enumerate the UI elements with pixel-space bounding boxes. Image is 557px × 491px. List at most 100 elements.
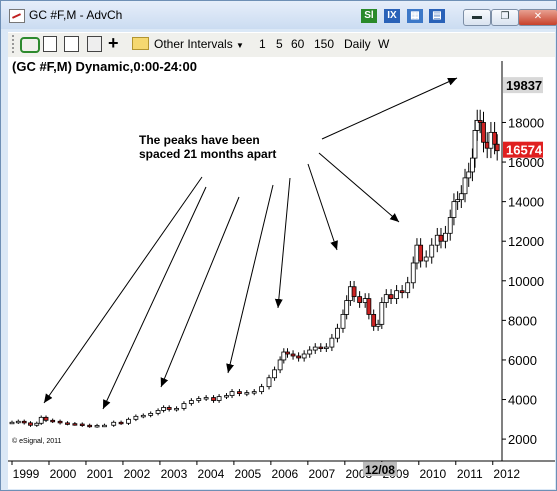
candle-up xyxy=(224,395,229,398)
candle-up xyxy=(344,300,350,315)
chart-app-icon xyxy=(9,9,25,23)
top-price-box xyxy=(503,77,543,94)
candle-up xyxy=(272,369,277,379)
top-price-label: 19837 xyxy=(506,78,542,93)
x-tick-label: 2002 xyxy=(124,467,151,481)
candle-down xyxy=(477,120,483,123)
y-tick-label: 6000 xyxy=(508,353,537,368)
peak-arrow xyxy=(274,177,291,309)
candle-down xyxy=(211,397,216,401)
candle-up xyxy=(472,129,478,159)
peak-arrow xyxy=(307,163,338,251)
candle-up xyxy=(266,377,272,388)
interval-daily[interactable]: Daily xyxy=(344,37,371,51)
candle-down xyxy=(28,422,33,426)
close-button[interactable]: ✕ xyxy=(518,9,557,26)
y-tick-label: 16000 xyxy=(508,155,544,170)
copy-icon[interactable] xyxy=(43,36,57,52)
ix-icon[interactable]: IX xyxy=(384,9,400,23)
candle-up xyxy=(462,177,468,195)
candle-up xyxy=(451,201,457,218)
interval-weekly[interactable]: W xyxy=(378,37,390,51)
sl-icon[interactable]: Sl xyxy=(361,9,377,23)
candle-up xyxy=(410,262,416,284)
annotation-line-1: The peaks have been xyxy=(139,133,260,147)
grid-icon[interactable]: ▦ xyxy=(407,9,423,23)
candle-down xyxy=(87,424,93,428)
restore-button[interactable]: ❐ xyxy=(491,9,519,26)
chart-pane[interactable]: (GC #F,M) Dynamic,0:00-24:00 2000 4000 600… xyxy=(8,57,555,489)
candle-up xyxy=(405,282,411,294)
toolbar: + Other Intervals ▼ 1 5 60 150 Daily W xyxy=(8,32,555,57)
candle-up xyxy=(474,120,480,131)
page-icon[interactable] xyxy=(64,36,79,52)
interval-1[interactable]: 1 xyxy=(259,37,266,51)
candle-down xyxy=(418,244,424,262)
price-chart[interactable]: 2000 4000 6000 8000 10000 12000 14000 16000 1800… xyxy=(8,57,555,489)
candle-up xyxy=(335,327,340,339)
candle-up xyxy=(458,193,464,201)
candle-up xyxy=(470,157,475,173)
candle-up xyxy=(277,359,283,371)
candle-down xyxy=(50,419,56,423)
toolbar-grip[interactable] xyxy=(12,35,16,53)
window-title: GC #F,M - AdvCh xyxy=(29,8,123,22)
y-tick-label: 4000 xyxy=(508,393,537,408)
chart-header: (GC #F,M) Dynamic,0:00-24:00 xyxy=(12,59,197,74)
x-tick-label: 2001 xyxy=(87,467,114,481)
candle-up xyxy=(447,217,453,234)
candle-down xyxy=(43,416,49,421)
add-icon[interactable]: + xyxy=(108,33,119,53)
folder-icon[interactable] xyxy=(132,37,149,50)
candle-up xyxy=(203,397,209,400)
candle-down xyxy=(438,234,444,242)
interval-60[interactable]: 60 xyxy=(291,37,305,51)
candle-down xyxy=(357,296,363,303)
candle-down xyxy=(318,346,324,349)
candle-up xyxy=(94,425,100,428)
candle-up xyxy=(301,353,307,359)
minimize-button[interactable]: ▬ xyxy=(463,9,491,26)
chart-icon[interactable]: ▤ xyxy=(429,9,445,23)
link-icon[interactable] xyxy=(20,37,40,53)
candle-up xyxy=(394,290,400,299)
title-bar[interactable]: GC #F,M - AdvCh Sl IX ▦ ▤ ▬ ❐ ✕ xyxy=(1,1,557,29)
properties-icon[interactable] xyxy=(87,36,102,52)
interval-150[interactable]: 150 xyxy=(314,37,335,51)
candle-down xyxy=(371,314,377,327)
candle-up xyxy=(148,412,154,416)
candle-up xyxy=(379,302,385,325)
candle-up xyxy=(443,232,448,242)
candle-up xyxy=(161,407,167,411)
x-tick-label: 2000 xyxy=(50,467,77,481)
x-tick-label: 2003 xyxy=(161,467,188,481)
candle-up xyxy=(307,349,313,355)
peak-arrow xyxy=(318,152,400,223)
candle-down xyxy=(79,423,85,426)
interval-menu[interactable]: Other Intervals ▼ xyxy=(154,37,244,51)
candle-up xyxy=(174,408,179,411)
x-tick-label: 2007 xyxy=(308,467,335,481)
candle-down xyxy=(296,355,302,359)
candle-up xyxy=(15,420,21,424)
y-tick-label: 10000 xyxy=(508,274,544,289)
candle-up xyxy=(455,199,461,203)
cursor-date-box xyxy=(362,462,397,476)
chevron-down-icon: ▼ xyxy=(236,41,244,50)
candle-down xyxy=(118,421,124,425)
x-tick-label: 1999 xyxy=(13,467,40,481)
interval-5[interactable]: 5 xyxy=(276,37,283,51)
candle-down xyxy=(65,422,70,425)
candle-down xyxy=(237,391,242,394)
candle-up xyxy=(423,256,429,262)
candle-down xyxy=(72,423,78,426)
peak-arrow xyxy=(160,196,240,388)
x-tick-label: 2006 xyxy=(272,467,299,481)
peak-arrow xyxy=(321,77,458,140)
candle-up xyxy=(466,171,472,179)
candle-up xyxy=(312,346,318,351)
peak-arrow xyxy=(226,184,274,374)
esignal-watermark: © eSignal, 2011 xyxy=(12,437,62,445)
candle-up xyxy=(9,421,15,425)
